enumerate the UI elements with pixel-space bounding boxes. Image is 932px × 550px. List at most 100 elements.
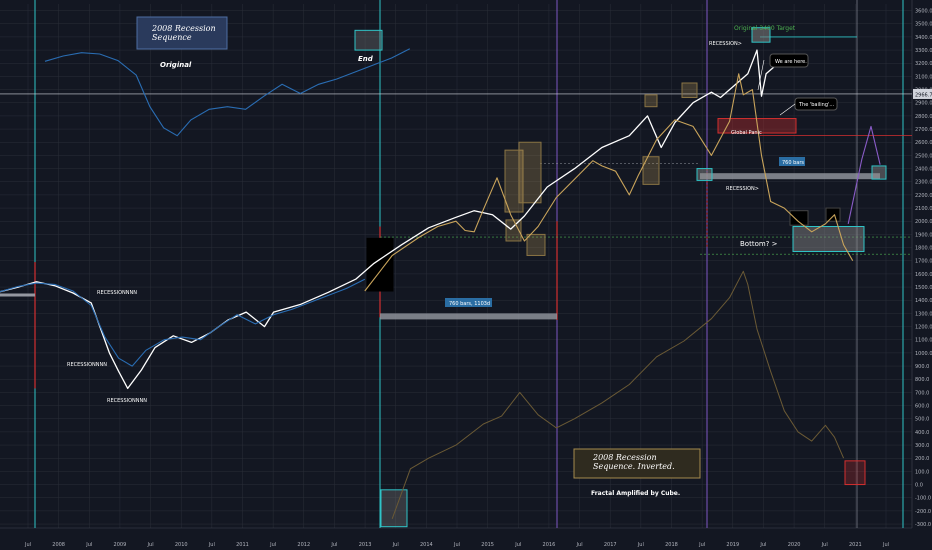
y-tick-label: 1800.0 [915, 246, 932, 252]
bottom-label: Bottom? > [740, 240, 778, 248]
x-tick-label: 2019 [726, 542, 739, 548]
x-tick-label: Jul [821, 542, 828, 548]
small-black-box [789, 210, 809, 226]
recession-mid-label: RECESSION> [726, 186, 759, 192]
x-tick-label: Jul [882, 542, 889, 548]
y-tick-label: 3400.0 [915, 35, 932, 41]
x-tick-label: 2012 [297, 542, 310, 548]
bars-range-box [445, 298, 492, 307]
original-label: Original [160, 61, 192, 69]
recession-c-label: RECESSIONNNN [107, 398, 147, 404]
y-tick-label: 1900.0 [915, 232, 932, 238]
title-box-top-text: 2008 Recession Sequence [151, 24, 216, 42]
y-tick-label: 3200.0 [915, 61, 932, 67]
y-tick-label: 1600.0 [915, 272, 932, 278]
y-tick-label: 2900.0 [915, 101, 932, 107]
x-tick-label: 2014 [420, 542, 433, 548]
y-tick-label: 3300.0 [915, 48, 932, 54]
y-tick-label: 1500.0 [915, 285, 932, 291]
y-tick-label: 900.0 [915, 364, 929, 370]
bailing-label: The 'bailing'... [798, 102, 835, 108]
bars-range-label: 760 bars, 1103d [449, 301, 490, 307]
x-tick-label: Jul [759, 542, 766, 548]
y-tick-label: 1300.0 [915, 311, 932, 317]
y-tick-label: 300.0 [915, 443, 929, 449]
recession-a-label: RECESSIONNNN [97, 290, 137, 296]
title-box-bottom [573, 448, 701, 479]
y-tick-label: 2400.0 [915, 167, 932, 173]
y-tick-label: -200.0 [915, 509, 931, 515]
x-tick-label: 2020 [788, 542, 801, 548]
y-tick-label: 2700.0 [915, 127, 932, 133]
series-line-price [0, 49, 776, 390]
x-tick-label: 2011 [236, 542, 249, 548]
y-tick-label: 400.0 [915, 430, 929, 436]
x-tick-label: 2017 [604, 542, 617, 548]
orange-box [681, 82, 698, 98]
start-inverted-box [380, 489, 408, 528]
recession-top-label: RECESSION> [709, 41, 742, 47]
target-label: Original 3400 Target [734, 25, 796, 32]
y-tick-label: 1200.0 [915, 325, 932, 331]
price-tag-box [913, 88, 932, 99]
black-box [366, 237, 394, 292]
x-tick-label: 2009 [114, 542, 127, 548]
x-tick-label: Jul [698, 542, 705, 548]
x-tick-label: 2013 [359, 542, 372, 548]
x-tick-label: Jul [637, 542, 644, 548]
series-line-original-copy [44, 48, 411, 137]
y-tick-label: 500.0 [915, 417, 929, 423]
small-box-left [696, 168, 713, 181]
y-tick-label: 200.0 [915, 456, 929, 462]
x-tick-label: Jul [576, 542, 583, 548]
y-tick-label: 1000.0 [915, 351, 932, 357]
end-box [354, 29, 383, 51]
bottom-box [792, 226, 865, 253]
x-tick-label: 2016 [543, 542, 556, 548]
y-tick-label: 3100.0 [915, 74, 932, 80]
y-tick-label: -300.0 [915, 522, 931, 528]
y-tick-label: 2500.0 [915, 153, 932, 159]
top-box [751, 27, 771, 43]
x-tick-label: 2010 [175, 542, 188, 548]
y-tick-label: 100.0 [915, 469, 929, 475]
x-tick-label: 2008 [52, 542, 65, 548]
end-label: End [358, 55, 374, 63]
x-tick-label: 2021 [849, 542, 862, 548]
x-tick-label: 2018 [665, 542, 678, 548]
series-line-fractal-original [0, 278, 366, 367]
recession-b-label: RECESSIONNNN [67, 362, 107, 368]
x-tick-label: Jul [24, 542, 31, 548]
y-tick-label: -100.0 [915, 496, 931, 502]
series-line-fractal-inverted-faint [391, 270, 845, 519]
x-tick-label: Jul [453, 542, 460, 548]
we-are-here-label: We are here. [775, 59, 807, 65]
y-tick-label: 1100.0 [915, 338, 932, 344]
y-tick-label: 800.0 [915, 377, 929, 383]
bars-760-box [779, 157, 805, 166]
orange-box [526, 233, 546, 256]
range-bar-760-right [700, 173, 880, 180]
bars-760-label: 760 bars [782, 160, 804, 166]
range-bar-760 [380, 313, 557, 320]
y-tick-label: 2800.0 [915, 114, 932, 120]
y-axis-panel [912, 0, 932, 550]
global-panic-label: Global Panic [731, 130, 762, 136]
orange-box [642, 156, 660, 185]
y-tick-label: 600.0 [915, 404, 929, 410]
title-box-bottom-text: 2008 Recession Sequence. Inverted. [592, 453, 675, 471]
title-box-top [136, 16, 228, 50]
small-black-box [825, 207, 841, 222]
price-tag-label: 2966.7 [915, 92, 932, 98]
y-tick-label: 2200.0 [915, 193, 932, 199]
orange-box [644, 94, 658, 108]
series-line-fractal-overlay [364, 73, 854, 292]
x-tick-label: Jul [514, 542, 521, 548]
y-tick-label: 1700.0 [915, 259, 932, 265]
y-tick-label: 3500.0 [915, 22, 932, 28]
x-tick-label: Jul [208, 542, 215, 548]
y-tick-label: 2600.0 [915, 140, 932, 146]
y-tick-label: 2000.0 [915, 219, 932, 225]
x-tick-label: Jul [85, 542, 92, 548]
